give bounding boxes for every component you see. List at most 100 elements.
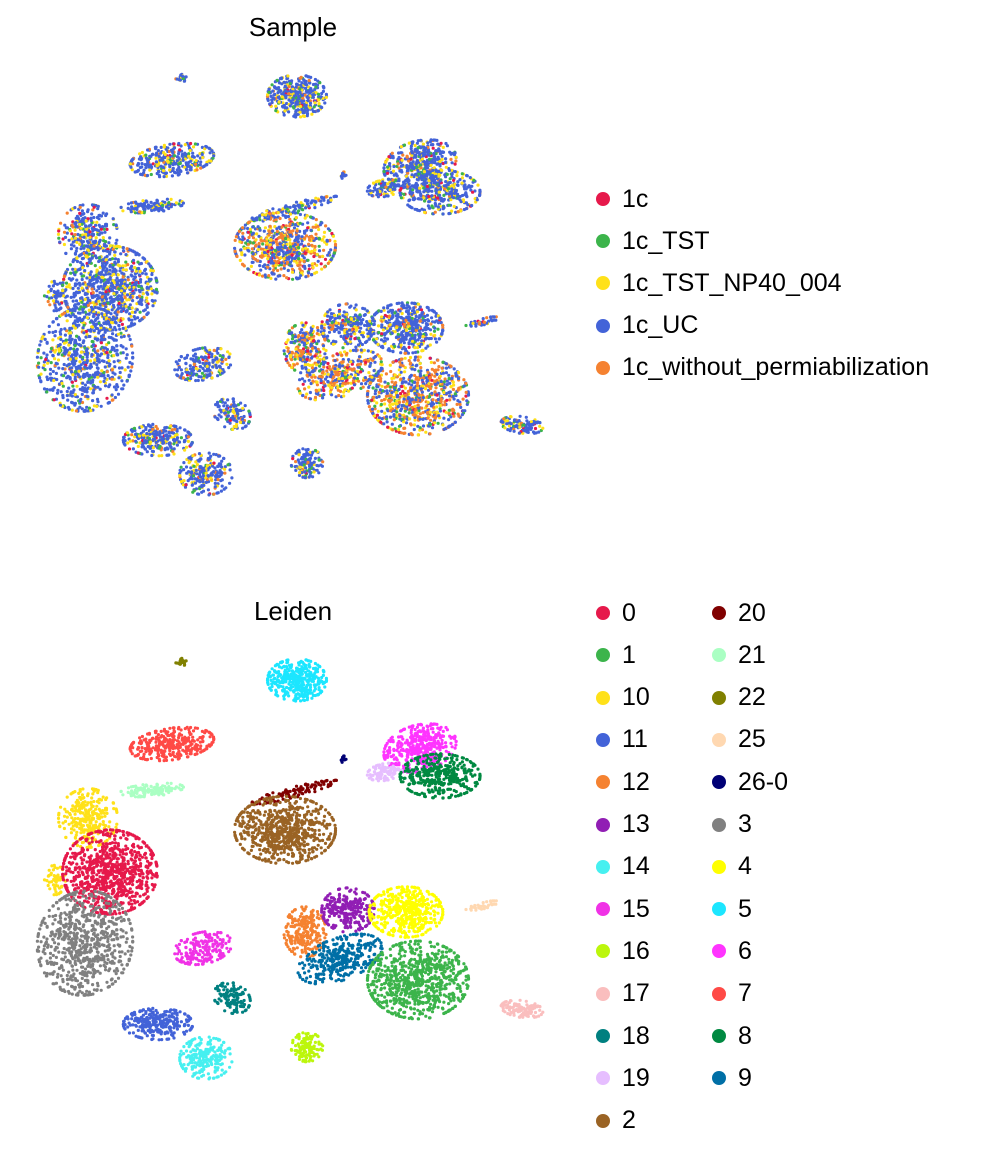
sample-point-1c_TST_NP40_004	[397, 368, 401, 372]
sample-point-1c_UC	[418, 197, 422, 201]
sample-point-1c_TST_NP40_004	[77, 369, 81, 373]
sample-point-1c_UC	[142, 168, 146, 172]
sample-point-1c_UC	[178, 468, 182, 472]
sample-point-1c	[312, 254, 316, 259]
sample-point-1c_TST_NP40_004	[290, 270, 295, 274]
sample-point-1c	[105, 227, 109, 231]
sample-point-1c_UC	[102, 359, 106, 363]
sample-point-1c_UC	[287, 110, 291, 114]
sample-point-1c_UC	[320, 326, 324, 330]
sample-point-1c_TST_NP40_004	[294, 216, 298, 220]
sample-point-1c_TST	[132, 426, 137, 430]
sample-point-1c_UC	[94, 223, 98, 227]
sample-point-1c_UC	[92, 215, 96, 220]
sample-point-1c_UC	[285, 354, 289, 358]
sample-point-1c_UC	[89, 319, 93, 323]
sample-point-1c_UC	[216, 405, 220, 409]
sample-point-1c_UC	[407, 199, 411, 203]
sample-point-1c_TST_NP40_004	[265, 209, 269, 213]
sample-point-1c_UC	[414, 350, 418, 354]
sample-point-1c_TST	[61, 384, 65, 388]
sample-point-1c_UC	[43, 337, 47, 341]
sample-point-1c_without_permiabilization	[420, 406, 424, 410]
sample-point-1c_UC	[323, 352, 327, 356]
sample-point-1c_without_permiabilization	[282, 274, 286, 278]
sample-point-1c_TST	[80, 300, 84, 304]
sample-point-1c_TST_NP40_004	[441, 423, 445, 427]
sample-point-1c_UC	[121, 307, 126, 311]
sample-point-1c_UC	[59, 327, 63, 332]
sample-point-1c_TST_NP40_004	[274, 104, 278, 108]
sample-point-1c_TST_NP40_004	[298, 471, 302, 475]
sample-point-1c_UC	[38, 343, 42, 347]
sample-point-1c_TST_NP40_004	[412, 423, 416, 427]
sample-point-1c_TST_NP40_004	[428, 343, 432, 347]
sample-point-1c_UC	[63, 223, 67, 227]
sample-point-1c_UC	[363, 323, 367, 327]
sample-point-1c_UC	[125, 353, 129, 357]
sample-point-1c_UC	[228, 481, 232, 485]
sample-point-1c_without_permiabilization	[126, 278, 130, 282]
sample-point-1c_UC	[303, 379, 307, 383]
sample-point-1c_UC	[212, 452, 216, 456]
sample-point-1c_UC	[237, 416, 241, 420]
sample-point-1c_TST_NP40_004	[429, 332, 433, 336]
sample-point-1c_without_permiabilization	[389, 394, 393, 398]
sample-point-1c_without_permiabilization	[116, 310, 120, 314]
sample-point-1c_UC	[149, 154, 153, 158]
sample-point-1c_TST	[71, 384, 75, 388]
sample-point-1c_UC	[326, 227, 330, 231]
sample-point-1c_TST	[49, 361, 53, 365]
sample-point-1c_UC	[319, 379, 323, 383]
sample-point-1c_UC	[82, 212, 86, 216]
sample-point-1c_UC	[304, 466, 308, 470]
sample-point-1c_TST	[341, 346, 345, 350]
sample-point-1c_UC	[442, 416, 446, 420]
sample-point-1c_TST_NP40_004	[337, 377, 341, 381]
sample-point-1c_without_permiabilization	[380, 399, 384, 403]
sample-point-1c_without_permiabilization	[416, 358, 420, 362]
sample-point-1c_UC	[311, 475, 315, 479]
sample-point-1c_UC	[450, 422, 455, 427]
sample-point-1c_without_permiabilization	[457, 414, 461, 418]
sample-point-1c_UC	[228, 468, 232, 472]
sample-point-1c_UC	[76, 286, 80, 290]
sample-point-1c_TST	[397, 424, 402, 428]
sample-point-1c_UC	[411, 351, 415, 355]
sample-point-1c_without_permiabilization	[429, 322, 433, 326]
sample-point-1c_TST_NP40_004	[123, 368, 127, 372]
sample-point-1c_UC	[116, 385, 120, 389]
sample-point-1c_UC	[71, 240, 75, 244]
sample-point-1c_UC	[413, 355, 418, 359]
sample-point-1c_without_permiabilization	[403, 426, 407, 430]
sample-point-1c_UC	[126, 275, 130, 279]
sample-point-1c_TST_NP40_004	[281, 101, 285, 105]
sample-point-1c_UC	[200, 490, 204, 494]
sample-point-1c_without_permiabilization	[224, 357, 228, 361]
sample-point-1c_UC	[450, 376, 454, 380]
sample-point-1c_UC	[309, 228, 313, 232]
sample-point-1c_TST_NP40_004	[507, 424, 511, 428]
sample-point-1c_UC	[155, 199, 159, 203]
sample-point-1c_UC	[243, 404, 247, 408]
sample-point-1c_TST	[317, 458, 321, 462]
sample-point-1c_without_permiabilization	[252, 256, 256, 260]
sample-point-1c_TST_NP40_004	[285, 340, 289, 344]
sample-point-1c_TST_NP40_004	[403, 370, 407, 374]
sample-point-1c_UC	[470, 184, 474, 188]
sample-point-1c_TST_NP40_004	[195, 463, 199, 467]
sample-point-1c_TST_NP40_004	[288, 212, 293, 216]
sample-point-1c_UC	[416, 338, 420, 342]
sample-umap-scatter	[35, 72, 545, 497]
sample-point-1c_UC	[537, 430, 541, 434]
sample-point-1c_UC	[42, 360, 47, 364]
sample-point-1c_UC	[382, 306, 386, 310]
sample-point-1c_TST_NP40_004	[138, 152, 142, 156]
sample-point-1c_UC	[192, 354, 196, 358]
sample-point-1c_TST_NP40_004	[323, 323, 327, 327]
sample-point-1c_UC	[113, 250, 117, 254]
sample-point-1c_UC	[372, 322, 376, 326]
sample-point-1c_UC	[108, 323, 112, 327]
sample-point-1c_TST_NP40_004	[145, 296, 149, 300]
sample-point-1c_TST_NP40_004	[235, 422, 239, 426]
